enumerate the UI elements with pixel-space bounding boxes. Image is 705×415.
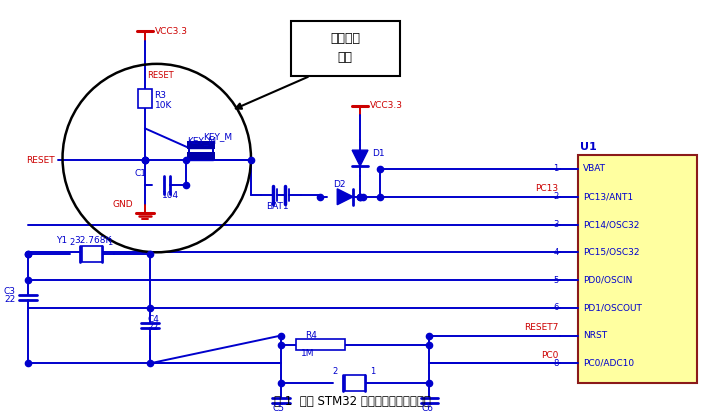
Text: PC13: PC13 (535, 184, 558, 193)
Text: RESET7: RESET7 (524, 323, 558, 332)
Text: 32.768K: 32.768K (75, 236, 112, 245)
Text: C3: C3 (4, 288, 16, 296)
Text: R3: R3 (154, 91, 166, 100)
Text: PC0/ADC10: PC0/ADC10 (583, 359, 634, 368)
Text: 4: 4 (553, 248, 558, 257)
Text: RESET: RESET (147, 71, 173, 80)
Text: C6: C6 (422, 403, 434, 413)
Text: GND: GND (112, 200, 133, 209)
Text: 2: 2 (333, 367, 338, 376)
Text: D2: D2 (333, 181, 345, 189)
Text: 1: 1 (107, 238, 113, 247)
Text: PD1/OSCOUT: PD1/OSCOUT (583, 303, 642, 312)
Text: R4: R4 (305, 331, 317, 340)
Text: 104: 104 (161, 191, 179, 200)
Text: 22: 22 (5, 295, 16, 305)
Text: 2: 2 (70, 238, 75, 247)
Text: D1: D1 (372, 149, 385, 158)
Text: 2: 2 (553, 192, 558, 201)
Polygon shape (352, 150, 368, 166)
Text: NRST: NRST (583, 331, 607, 340)
Text: 图 1  一个 STM32 单片机的上电复位电路: 图 1 一个 STM32 单片机的上电复位电路 (274, 395, 431, 408)
Text: C4: C4 (148, 315, 160, 324)
Text: 6: 6 (553, 303, 558, 312)
Text: PD0/OSCIN: PD0/OSCIN (583, 276, 632, 285)
Text: PC15/OSC32: PC15/OSC32 (583, 248, 639, 257)
Text: 复位电路
单元: 复位电路 单元 (330, 32, 360, 64)
Text: 1: 1 (553, 164, 558, 173)
Text: Y1: Y1 (56, 236, 68, 245)
Text: 8: 8 (553, 359, 558, 368)
Text: VCC3.3: VCC3.3 (370, 101, 403, 110)
Bar (138, 89, 152, 108)
Text: 1: 1 (370, 367, 376, 376)
Bar (345, 375, 365, 391)
Text: KEY_M: KEY_M (203, 132, 233, 141)
Text: PC13/ANT1: PC13/ANT1 (583, 192, 633, 201)
Text: KEY_M: KEY_M (187, 136, 216, 145)
Text: C5: C5 (273, 403, 285, 413)
Text: VCC3.3: VCC3.3 (155, 27, 188, 36)
Text: VBAT: VBAT (583, 164, 606, 173)
Text: 5: 5 (553, 276, 558, 285)
Text: RESET: RESET (26, 156, 54, 165)
Bar (82, 247, 102, 262)
Text: U1: U1 (580, 142, 597, 152)
Text: PC14/OSC32: PC14/OSC32 (583, 220, 639, 229)
Text: 1M: 1M (300, 349, 314, 358)
Text: 10K: 10K (155, 101, 172, 110)
Bar (188, 141, 215, 149)
Bar (578, 155, 697, 383)
Text: BAT1: BAT1 (266, 202, 288, 211)
Polygon shape (337, 189, 353, 205)
Bar (188, 152, 215, 160)
Text: C1: C1 (135, 169, 147, 178)
Text: 3: 3 (553, 220, 558, 229)
Text: 22: 22 (148, 323, 159, 332)
Text: PC0: PC0 (541, 351, 558, 360)
Bar (295, 339, 345, 351)
Bar (290, 21, 400, 76)
